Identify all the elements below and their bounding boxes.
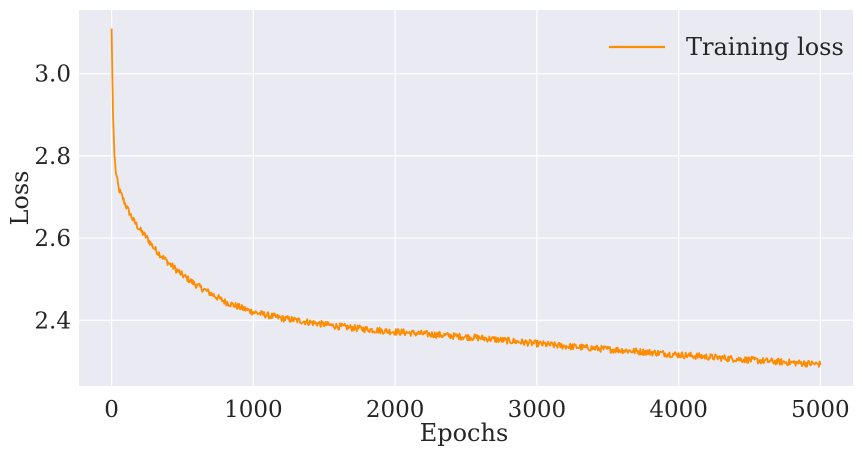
x-grid (111, 10, 821, 386)
y-tick-label: 2.8 (34, 144, 71, 170)
y-tick-label: 3.0 (34, 62, 71, 88)
x-tick-label: 4000 (649, 397, 708, 423)
x-tick-label: 5000 (791, 397, 850, 423)
series-line (110, 28, 822, 368)
x-tick-label: 0 (104, 397, 119, 423)
y-tick-label: 2.6 (34, 226, 71, 252)
plot-background (79, 10, 853, 386)
x-tick-label: 1000 (224, 397, 283, 423)
x-axis-label: Epochs (420, 419, 509, 447)
x-axis-ticks: 0 1000 2000 3000 4000 5000 (104, 397, 849, 423)
series-layer (110, 28, 822, 368)
x-tick-label: 3000 (508, 397, 567, 423)
legend-label: Training loss (686, 33, 844, 61)
legend: Training loss (609, 33, 844, 61)
y-tick-label: 2.4 (34, 308, 71, 334)
y-grid (79, 73, 853, 321)
y-axis-ticks: 2.4 2.6 2.8 3.0 (34, 62, 71, 335)
x-tick-label: 2000 (366, 397, 425, 423)
y-axis-label: Loss (6, 170, 34, 225)
